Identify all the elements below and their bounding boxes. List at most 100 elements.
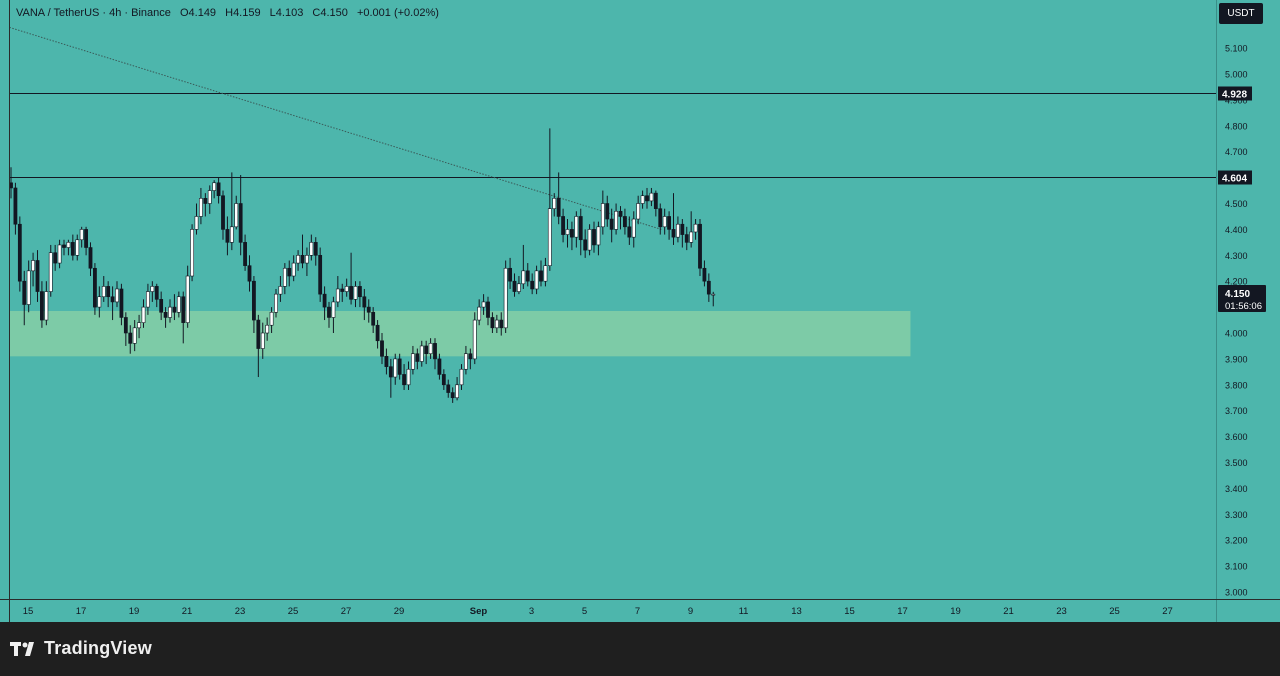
candle-30 xyxy=(141,299,146,328)
candle-85 xyxy=(384,348,389,375)
candle-body xyxy=(300,255,305,264)
brand-name: TradingView xyxy=(44,638,152,658)
candle-body xyxy=(176,296,181,313)
candle-128 xyxy=(574,211,579,248)
candle-69 xyxy=(313,237,318,266)
x-tick-label: 25 xyxy=(288,606,299,617)
candle-141 xyxy=(631,211,636,248)
level-tag-label-1: 4.928 xyxy=(1222,90,1247,101)
x-tick-label: Sep xyxy=(470,606,488,617)
candle-body xyxy=(327,306,331,318)
candle-125 xyxy=(561,208,565,243)
x-tick-label: 21 xyxy=(1003,606,1014,617)
candle-body xyxy=(150,286,155,292)
candle-140 xyxy=(627,216,632,245)
candle-35 xyxy=(163,307,168,328)
candle-body xyxy=(587,229,592,251)
tradingview-logo[interactable]: TradingView xyxy=(10,638,152,659)
candle-body xyxy=(702,267,707,282)
candle-64 xyxy=(291,255,296,282)
candle-body xyxy=(287,267,292,277)
candle-130 xyxy=(583,229,588,258)
candle-body xyxy=(481,301,486,308)
candle-body xyxy=(419,345,424,362)
candle-152 xyxy=(680,219,685,248)
candle-body xyxy=(662,216,667,228)
candle-80 xyxy=(362,288,367,321)
candle-158 xyxy=(706,273,711,302)
candle-61 xyxy=(278,276,283,302)
candle-73 xyxy=(331,296,336,333)
candle-body xyxy=(671,229,676,238)
symbol-label[interactable]: VANA / TetherUS · 4h · Binance xyxy=(16,7,171,19)
candle-body xyxy=(154,286,159,300)
candle-body xyxy=(459,368,464,386)
candle-body xyxy=(424,345,429,355)
candle-body xyxy=(362,296,367,308)
candle-121 xyxy=(543,257,548,287)
candle-body xyxy=(645,195,649,202)
level-tag-label-2: 4.604 xyxy=(1222,174,1247,185)
candle-72 xyxy=(327,301,331,328)
candle-body xyxy=(411,353,415,370)
x-tick-label: 9 xyxy=(688,606,693,617)
candle-body xyxy=(93,267,97,308)
candle-32 xyxy=(150,281,155,302)
candle-63 xyxy=(287,260,292,287)
candle-51 xyxy=(234,195,239,230)
candle-11 xyxy=(57,239,62,269)
candle-body xyxy=(565,229,570,235)
currency-badge[interactable]: USDT xyxy=(1219,3,1263,24)
candle-body xyxy=(600,203,605,228)
y-tick-label: 4.800 xyxy=(1225,121,1248,131)
candle-body xyxy=(318,255,323,295)
candle-body xyxy=(137,322,141,329)
candle-body xyxy=(494,319,499,329)
price-chart[interactable]: 5.1005.0004.9004.8004.7004.6004.5004.400… xyxy=(0,0,1280,622)
candle-body xyxy=(229,226,234,243)
candle-137 xyxy=(614,203,618,235)
x-tick-label: 15 xyxy=(23,606,34,617)
candle-107 xyxy=(481,294,486,315)
candle-108 xyxy=(486,296,490,326)
candle-157 xyxy=(702,260,707,287)
chart-area[interactable]: 5.1005.0004.9004.8004.7004.6004.5004.400… xyxy=(0,0,1280,622)
last-price-tag xyxy=(1218,285,1266,312)
candle-15 xyxy=(75,234,80,261)
candle-62 xyxy=(282,263,287,295)
candle-body xyxy=(570,229,574,238)
candle-132 xyxy=(592,221,596,253)
candle-body xyxy=(17,223,22,282)
candle-body xyxy=(534,270,539,290)
candle-134 xyxy=(600,190,605,235)
candle-105 xyxy=(472,312,477,365)
candle-body xyxy=(79,229,84,241)
candle-2 xyxy=(17,216,22,292)
candle-147 xyxy=(658,203,663,235)
candle-body xyxy=(22,280,27,305)
candle-110 xyxy=(494,314,499,333)
candle-127 xyxy=(570,221,574,251)
candle-42 xyxy=(194,203,199,235)
candle-12 xyxy=(62,239,66,256)
y-tick-label: 3.800 xyxy=(1225,380,1248,390)
candle-body xyxy=(194,216,199,230)
y-tick-label: 3.000 xyxy=(1225,588,1248,598)
candle-23 xyxy=(110,286,115,321)
candle-body xyxy=(199,198,203,217)
candle-body xyxy=(706,280,711,295)
candle-body xyxy=(578,216,583,241)
candle-body xyxy=(592,229,596,246)
candle-114 xyxy=(512,273,517,297)
candle-16 xyxy=(79,226,84,248)
candle-body xyxy=(181,296,186,323)
candle-body xyxy=(667,216,671,230)
candle-96 xyxy=(433,338,437,370)
candle-body xyxy=(583,239,588,251)
x-tick-label: 21 xyxy=(182,606,193,617)
candle-body xyxy=(110,296,115,303)
candle-body xyxy=(499,319,504,329)
candle-body xyxy=(31,260,35,272)
candle-body xyxy=(450,392,455,399)
candle-body xyxy=(247,265,252,282)
